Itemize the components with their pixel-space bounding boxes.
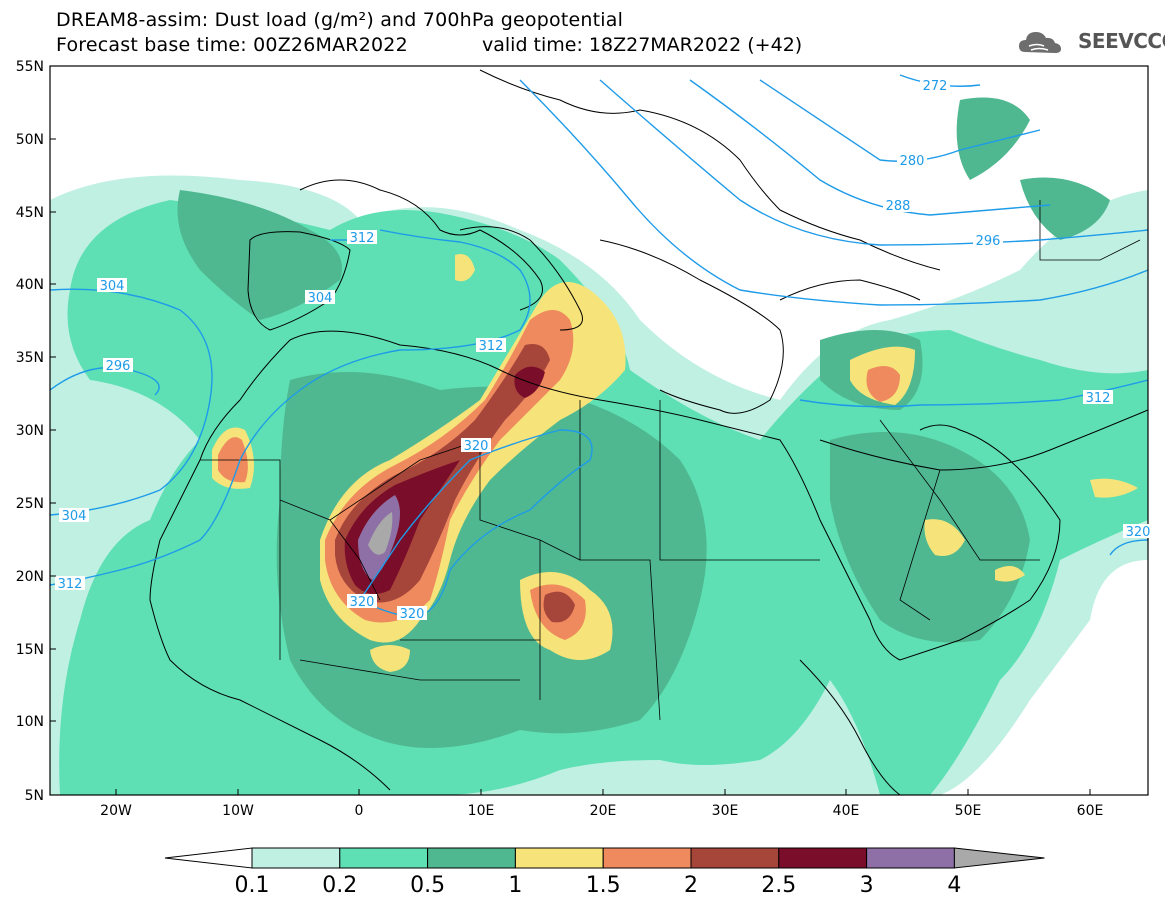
dust-level-1-south — [370, 645, 410, 672]
lon-label: 40E — [833, 803, 860, 819]
lat-label: 15N — [16, 642, 44, 658]
contour-label: 320 — [1126, 525, 1151, 540]
dust-level-4 — [368, 512, 393, 555]
lon-label: 20W — [100, 803, 132, 819]
contour-label-bg — [59, 508, 89, 522]
contour-labels: 272 280 288 296 304 304 296 312 312 312 320 320 320 3… — [55, 78, 1153, 622]
dust-level-0.5-main — [177, 190, 342, 320]
contour-label-bg — [973, 233, 1003, 247]
lat-label: 10N — [16, 714, 44, 730]
logo-text: SEEVCCC — [1078, 29, 1165, 53]
colorbar-label: 0.2 — [322, 873, 357, 898]
colorbar-label: 0.5 — [410, 873, 445, 898]
lat-label: 50N — [16, 132, 44, 148]
contour-label-bg — [920, 78, 950, 92]
contour-label-bg — [1083, 390, 1113, 404]
lat-label: 5N — [25, 788, 44, 804]
contour-label: 304 — [308, 291, 333, 306]
lon-label: 10W — [222, 803, 254, 819]
contour-label-bg — [305, 290, 335, 304]
dust-level-1-arabia — [924, 519, 965, 556]
contour-label: 312 — [479, 339, 504, 354]
contour-label-bg — [97, 278, 127, 292]
lat-label: 30N — [16, 423, 44, 439]
colorbar-segment — [866, 847, 955, 869]
colorbar-label: 4 — [947, 873, 961, 898]
contour-label-bg — [461, 438, 491, 452]
lon-label: 30E — [712, 803, 739, 819]
colorbar-segment — [602, 847, 692, 869]
lon-label: 10E — [468, 803, 495, 819]
colorbar-segment — [251, 847, 341, 869]
forecast-base-time: Forecast base time: 00Z26MAR2022 — [56, 34, 408, 56]
lat-label: 20N — [16, 569, 44, 585]
colorbar-label: 1.5 — [586, 873, 621, 898]
colorbar-segment — [339, 847, 429, 869]
colorbar-label: 2.5 — [761, 873, 796, 898]
contour-label: 312 — [1086, 391, 1111, 406]
contour-label: 272 — [923, 79, 948, 94]
colorbar-max-arrow — [953, 847, 1045, 869]
contour-label: 312 — [58, 577, 83, 592]
contour-label: 312 — [350, 231, 375, 246]
dust-level-1.5-iraq — [866, 366, 900, 402]
dust-level-1-sardinia — [455, 254, 475, 282]
lat-label: 45N — [16, 205, 44, 221]
colorbar-segment — [514, 847, 604, 869]
contour-label-bg — [347, 230, 377, 244]
dust-level-0.5-east — [956, 97, 1030, 180]
contour-label: 288 — [886, 199, 911, 214]
cloud-icon — [1019, 32, 1061, 53]
colorbar-label: 2 — [684, 873, 698, 898]
contour-label-bg — [103, 358, 133, 372]
contour-label: 320 — [400, 607, 425, 622]
colorbar-segment — [690, 847, 780, 869]
contour-label: 304 — [100, 279, 125, 294]
colorbar-label: 3 — [860, 873, 874, 898]
country-borders — [200, 200, 1141, 721]
lat-label: 35N — [16, 350, 44, 366]
colorbar-segment — [427, 847, 516, 869]
contour-label: 296 — [106, 359, 131, 374]
dust-level-0.5-far-east — [1020, 177, 1110, 240]
colorbar: 0.1 0.2 0.5 1 1.5 2 2.5 3 4 — [164, 847, 1045, 898]
contour-label: 320 — [464, 439, 489, 454]
dust-level-2-chad — [543, 591, 575, 623]
lon-label: 50E — [955, 803, 982, 819]
contour-label-bg — [883, 198, 913, 212]
valid-time: valid time: 18Z27MAR2022 (+42) — [482, 34, 803, 56]
lon-label: 20E — [590, 803, 617, 819]
contour-label-bg — [347, 594, 377, 608]
lat-label: 40N — [16, 277, 44, 293]
dust-level-1-oman — [995, 566, 1025, 582]
lat-label: 25N — [16, 496, 44, 512]
contour-label-bg — [476, 338, 506, 352]
contour-label: 280 — [900, 154, 925, 169]
contour-label-bg — [397, 606, 427, 620]
map-title: DREAM8-assim: Dust load (g/m²) and 700hP… — [56, 9, 624, 31]
colorbar-segment — [778, 847, 868, 869]
coastlines — [149, 69, 1148, 795]
dust-level-1-iran — [1090, 478, 1138, 498]
contour-label-bg — [55, 576, 85, 590]
longitude-labels: 20W 10W 0 10E 20E 30E 40E 50E 60E — [100, 789, 1103, 819]
contour-label: 296 — [976, 234, 1001, 249]
colorbar-label: 0.1 — [235, 873, 270, 898]
colorbar-label: 1 — [508, 873, 522, 898]
contour-label: 304 — [62, 509, 87, 524]
lat-label: 55N — [16, 59, 44, 75]
contour-label-bg — [1123, 524, 1153, 538]
colorbar-min-arrow — [164, 847, 253, 869]
latitude-labels: 55N 50N 45N 40N 35N 30N 25N 20N 15N 10N 5N — [16, 59, 56, 804]
lon-label: 60E — [1077, 803, 1104, 819]
contour-label-bg — [897, 153, 927, 167]
lon-label: 0 — [355, 803, 364, 819]
contour-label: 320 — [350, 595, 375, 610]
